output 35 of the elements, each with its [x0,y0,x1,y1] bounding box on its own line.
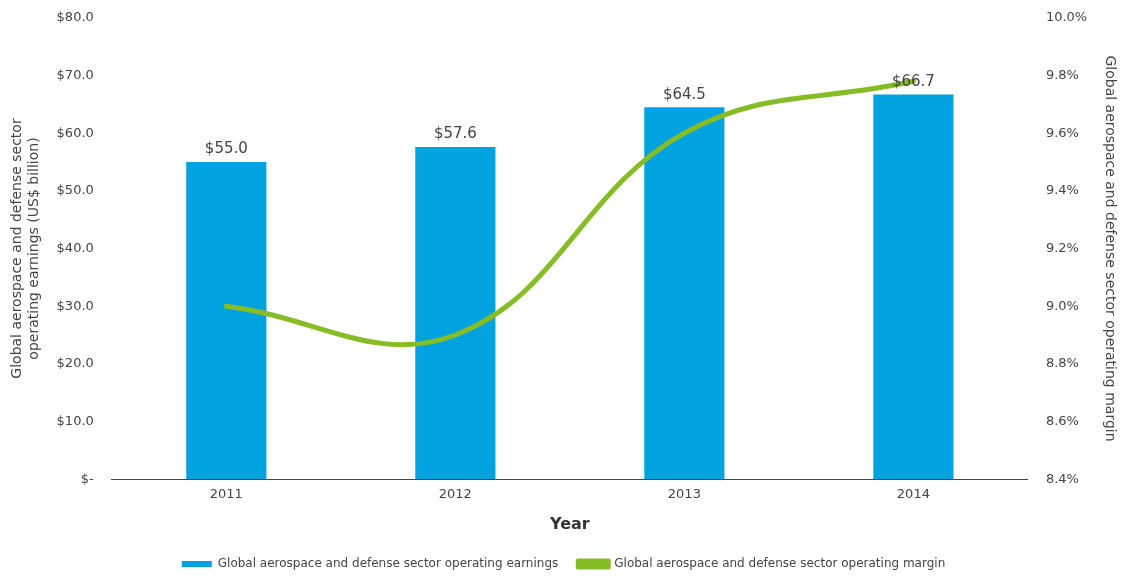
y-tick-label: $- [80,470,95,486]
y2-axis-title: Global aerospace and defense sector operating margin [1102,55,1119,442]
data-label: $55.0 [204,139,248,158]
y-tick-label: $30.0 [56,297,94,313]
x-tick-label: 2013 [667,486,701,502]
y2-tick-label: 9.6% [1045,124,1079,140]
y-tick-label: $40.0 [56,239,94,255]
bar [415,146,496,480]
y2-tick-label: 8.6% [1045,412,1079,428]
y-tick-label: $50.0 [56,182,94,198]
data-label: $66.7 [891,71,935,90]
y-axis-title: Global aerospace and defense sector operating earnings (US$ billion) [8,118,41,379]
bar [644,107,725,480]
y2-tick-label: 9.8% [1045,66,1079,82]
bar [186,161,267,480]
y-tick-label: $20.0 [56,355,94,371]
x-tick-label: 2012 [438,486,472,502]
y2-tick-label: 10.0% [1045,9,1088,25]
y2-tick-label: 8.4% [1045,470,1079,486]
bar [873,94,954,480]
x-axis-title: Year [549,513,590,533]
y-tick-label: $70.0 [56,66,94,82]
y2-tick-label: 9.4% [1045,182,1079,198]
x-tick-label: 2014 [896,486,930,502]
data-label: $64.5 [662,84,706,103]
y-tick-label: $10.0 [56,412,94,428]
y-tick-label: $60.0 [56,124,94,140]
x-tick-label: 2011 [209,486,243,502]
y-tick-label: $80.0 [56,9,94,25]
legend-label: Global aerospace and defense sector operating margin [614,556,946,571]
y2-tick-label: 9.0% [1045,297,1079,313]
y2-tick-label: 9.2% [1045,239,1079,255]
legend-label: Global aerospace and defense sector operating earnings [217,556,559,571]
y2-tick-label: 8.8% [1045,355,1079,371]
data-label: $57.6 [433,124,477,143]
